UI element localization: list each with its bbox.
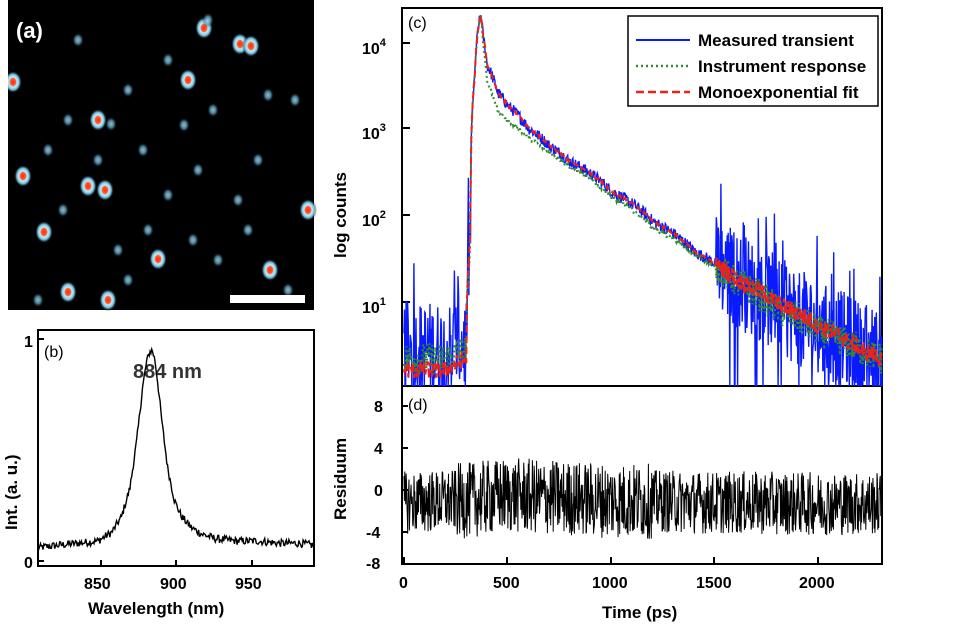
y-tick-1: 1 [24, 334, 33, 351]
svg-text:0: 0 [374, 483, 383, 500]
residual-trace [403, 458, 883, 539]
svg-text:Instrument response: Instrument response [698, 57, 866, 76]
legend-item-instrument: Instrument response [636, 57, 866, 76]
y-axis-c: 101 102 103 104 [362, 37, 410, 317]
svg-text:104: 104 [362, 37, 387, 58]
y-axis-d: 8 4 0 -4 -8 [366, 399, 408, 573]
panel-d: (d) 8 4 0 -4 -8 Residuum 0 500 1000 1500… [331, 386, 883, 622]
x-axis-b: 850 900 950 [84, 560, 262, 593]
emitter-spot [122, 82, 134, 98]
x-tick-850: 850 [84, 576, 111, 593]
emitter-spot [122, 272, 134, 288]
y-tick-10-2: 102 [362, 209, 410, 230]
emitter-spot [32, 292, 44, 308]
svg-text:Measured transient: Measured transient [698, 31, 854, 50]
emitter-spot [261, 258, 279, 282]
legend: Measured transient Instrument response M… [627, 15, 879, 107]
svg-text:-8: -8 [366, 556, 380, 573]
x-tick-1000: 1000 [592, 575, 628, 592]
legend-item-fit: Monoexponential fit [636, 83, 859, 102]
panel-a: (a) [8, 0, 317, 312]
emitter-spot [299, 198, 317, 222]
panel-b: (b) 884 nm 1 0 850 900 950 Wavelength (n… [2, 329, 315, 618]
y-tick-10-3: 103 [362, 122, 410, 143]
emitter-spot [179, 68, 197, 92]
emitter-spot [62, 112, 74, 128]
x-tick-0: 0 [399, 575, 408, 592]
emitter-spot [96, 178, 114, 202]
x-axis-d: 0 500 1000 1500 2000 [399, 557, 835, 592]
emitter-spot [262, 87, 274, 103]
svg-text:Monoexponential fit: Monoexponential fit [698, 83, 859, 102]
emitter-spot [99, 288, 117, 312]
emitter-spot [42, 142, 54, 158]
x-tick-2000: 2000 [799, 575, 835, 592]
scale-bar [230, 295, 305, 303]
plot-d-frame [401, 386, 883, 565]
emitter-spot [202, 12, 214, 28]
emitter-spots [8, 12, 317, 312]
emitter-spot [232, 192, 244, 208]
y-label-c: log counts [331, 172, 350, 258]
emitter-spot [178, 117, 190, 133]
emitter-spot [72, 32, 84, 48]
emitter-spot [79, 174, 97, 198]
svg-text:102: 102 [362, 209, 386, 230]
svg-text:103: 103 [362, 122, 386, 143]
emitter-spot [242, 222, 254, 238]
panel-c-tag: (c) [408, 15, 427, 32]
emitter-spot [192, 162, 204, 178]
x-tick-900: 900 [160, 576, 187, 593]
y-label-b: Int. (a. u.) [2, 454, 21, 530]
y-axis-b: 1 0 [24, 334, 44, 572]
x-tick-1500: 1500 [696, 575, 732, 592]
emitter-spot [35, 220, 53, 244]
peak-label: 884 nm [133, 361, 202, 383]
emitter-spot [137, 142, 149, 158]
svg-text:-4: -4 [366, 525, 380, 542]
panel-a-tag: (a) [16, 18, 43, 43]
emitter-spot [112, 242, 124, 258]
svg-text:8: 8 [374, 399, 383, 416]
emitter-spot [14, 164, 32, 188]
x-label-d: Time (ps) [602, 603, 677, 622]
series-monoexponential-fit [403, 15, 883, 380]
emitter-spot [8, 70, 22, 94]
svg-text:101: 101 [362, 296, 386, 317]
emitter-spot [92, 152, 104, 168]
residual-line [403, 458, 883, 539]
emitter-spot [149, 247, 167, 271]
spectrum-line [37, 346, 314, 552]
emitter-spot [59, 280, 77, 304]
y-tick-10-4: 104 [362, 37, 410, 58]
emitter-spot [57, 202, 69, 218]
emitter-spot [89, 108, 107, 132]
x-label-b: Wavelength (nm) [88, 599, 224, 618]
emitter-spot [207, 102, 219, 118]
emitter-spot [187, 232, 199, 248]
emitter-spot [162, 187, 174, 203]
emitter-spot [242, 34, 260, 58]
legend-box [627, 15, 879, 107]
svg-text:4: 4 [374, 441, 383, 458]
y-tick-0: 0 [24, 555, 33, 572]
emitter-spot [252, 152, 264, 168]
panel-c: (c) 101 102 103 104 log counts Measured … [331, 7, 883, 387]
emitter-spot [162, 52, 174, 68]
y-label-d: Residuum [331, 438, 350, 520]
x-tick-950: 950 [235, 576, 262, 593]
panel-b-tag: (b) [44, 344, 64, 361]
emitter-spot [212, 252, 224, 268]
emitter-spot [282, 282, 294, 298]
plot-c-series [403, 14, 883, 387]
x-tick-500: 500 [493, 575, 520, 592]
emitter-spot [142, 222, 154, 238]
legend-item-measured: Measured transient [636, 31, 854, 50]
panel-d-tag: (d) [408, 397, 428, 414]
emitter-spot [289, 92, 301, 108]
emitter-spot [105, 116, 117, 132]
